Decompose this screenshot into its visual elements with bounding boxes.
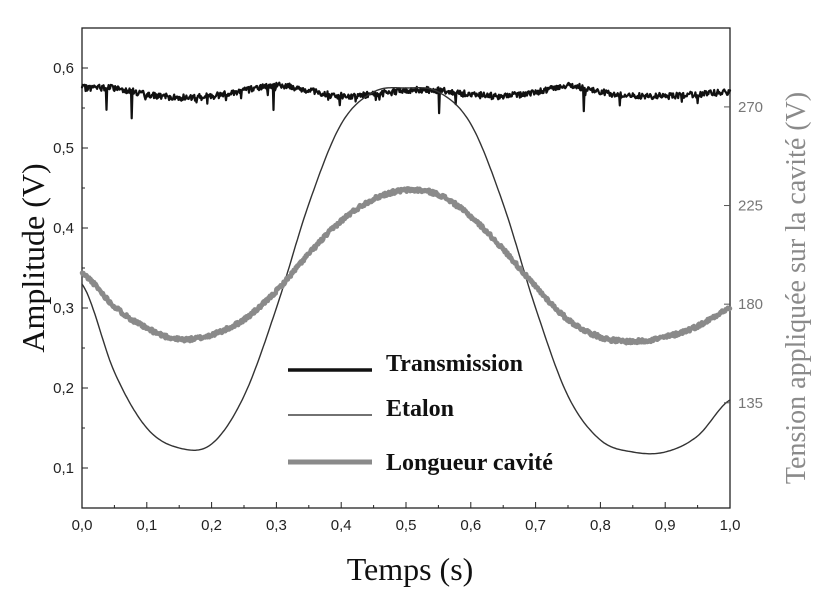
x-tick-label: 0,7: [525, 517, 546, 534]
series-line-etalon: [81, 87, 731, 455]
legend-label-transmission: Transmission: [386, 351, 523, 377]
y-tick-label: 0,2: [53, 380, 74, 397]
y-axis-title: Amplitude (V): [15, 163, 51, 352]
y-tick-label: 0,4: [53, 220, 74, 237]
x-tick-label: 0,6: [460, 517, 481, 534]
y2-tick-label: 225: [738, 198, 763, 215]
x-axis-title: Temps (s): [347, 551, 474, 587]
x-tick-label: 0,0: [72, 517, 93, 534]
y2-tick-label: 270: [738, 99, 763, 116]
series-line-longueur-cavite: [79, 186, 733, 346]
y-tick-label: 0,3: [53, 300, 74, 317]
legend: Transmission Etalon Longueur cavité: [288, 351, 553, 476]
y-tick-label: 0,1: [53, 460, 74, 477]
y2-tick-label: 135: [738, 395, 763, 412]
series-layer: [79, 81, 733, 455]
y-tick-label: 0,5: [53, 140, 74, 157]
legend-label-etalon: Etalon: [386, 396, 454, 422]
x-tick-label: 0,3: [266, 517, 287, 534]
y-tick-label: 0,6: [53, 60, 74, 77]
y2-axis-title: Tension appliquée sur la cavité (V): [781, 92, 812, 484]
x-tick-label: 0,4: [331, 517, 352, 534]
y2-tick-label: 180: [738, 296, 763, 313]
x-tick-label: 1,0: [720, 517, 741, 534]
x-tick-label: 0,8: [590, 517, 611, 534]
x-tick-label: 0,9: [655, 517, 676, 534]
x-tick-label: 0,2: [201, 517, 222, 534]
ticks-layer: 0,0 0,1 0,2 0,3 0,4 0,5 0,6 0,7 0,8 0,9 1,0 0,1 0,2 0…: [53, 27, 763, 534]
x-tick-label: 0,1: [136, 517, 157, 534]
legend-label-longueur-cavite: Longueur cavité: [386, 450, 553, 476]
x-tick-label: 0,5: [396, 517, 417, 534]
